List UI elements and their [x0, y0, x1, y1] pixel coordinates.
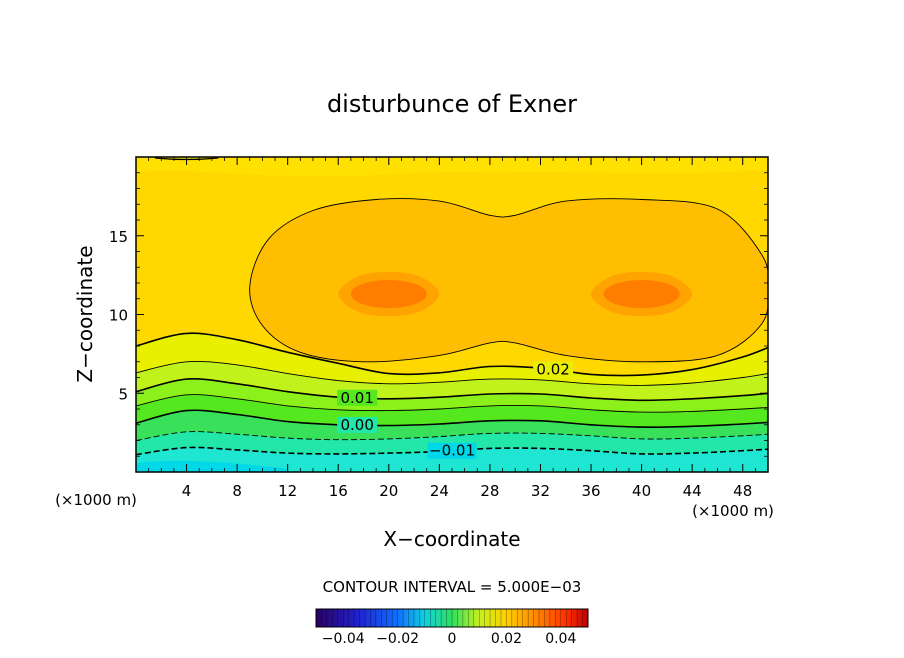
chart-title: disturbunce of Exner	[327, 90, 577, 118]
x-tick-label: 24	[430, 482, 449, 500]
y-tick-label: 5	[118, 385, 128, 403]
colorbar-tick-label: −0.04	[322, 631, 365, 647]
contour-line-0.02	[136, 332, 768, 377]
x-axis-unit-left: (×1000 m)	[55, 491, 137, 509]
contour-label: 0.02	[536, 361, 569, 379]
contour-label-bg	[337, 389, 378, 406]
contour-line-0.01	[136, 378, 768, 402]
contour-line-0.005	[136, 394, 768, 413]
x-tick-label: 20	[379, 482, 398, 500]
x-tick-label: 8	[232, 482, 242, 500]
fill-band-top	[136, 157, 768, 177]
y-tick-label: 15	[109, 228, 128, 246]
fill-core-0	[350, 280, 427, 309]
colorbar-tick-label: 0	[448, 631, 457, 647]
x-tick-label: 40	[632, 482, 651, 500]
x-tick-label: 32	[531, 482, 550, 500]
x-tick-label: 28	[480, 482, 499, 500]
contour-label-bg	[427, 442, 477, 459]
x-tick-label: 12	[278, 482, 297, 500]
colorbar-tick-label: 0.02	[491, 631, 522, 647]
plot-area: −0.01 0.00 0.01 0.02	[136, 157, 768, 472]
contour-label: −0.01	[429, 442, 475, 460]
contour-interval-text: CONTOUR INTERVAL = 5.000E−03	[323, 578, 582, 596]
colorbar-tick-label: −0.02	[376, 631, 419, 647]
fill-closed-0	[249, 198, 768, 362]
colorbar: −0.04 −0.02 0 0.02 0.04	[315, 608, 589, 647]
fill-core-1	[603, 280, 680, 309]
x-axis-label: X−coordinate	[383, 527, 520, 551]
x-tick-label: 16	[329, 482, 348, 500]
contour-line-closed-0	[249, 198, 768, 363]
y-axis-label: Z−coordinate	[73, 245, 97, 382]
contour-line-0.015	[136, 360, 768, 386]
y-tick-label: 10	[109, 307, 128, 325]
x-tick-label: 36	[581, 482, 600, 500]
x-tick-label: 44	[683, 482, 702, 500]
contour-label-bg	[533, 361, 574, 378]
contour-line--0.005	[136, 431, 768, 441]
colorbar-tick-label: 0.04	[545, 631, 576, 647]
colorbar-ticks: −0.04 −0.02 0 0.02 0.04	[321, 609, 583, 647]
contour-label: 0.00	[340, 416, 373, 434]
contour-line-0	[136, 409, 768, 428]
contour-label: 0.01	[340, 389, 373, 407]
contour-label-bg	[337, 417, 378, 434]
x-tick-label: 4	[182, 482, 192, 500]
x-tick-label: 48	[733, 482, 752, 500]
x-axis-unit-right: (×1000 m)	[692, 502, 774, 520]
